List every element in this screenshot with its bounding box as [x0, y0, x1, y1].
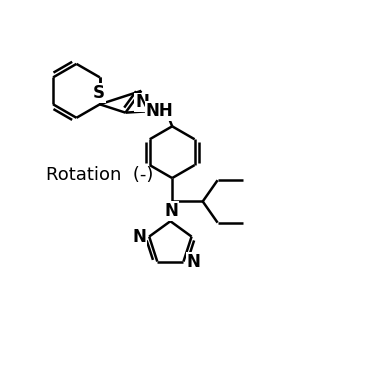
Text: N: N	[135, 93, 149, 111]
Text: N: N	[132, 228, 146, 246]
Text: S: S	[93, 84, 105, 102]
Text: NH: NH	[146, 102, 173, 120]
Text: N: N	[164, 202, 178, 220]
Text: Rotation  (-): Rotation (-)	[46, 166, 153, 184]
Text: N: N	[187, 253, 200, 270]
